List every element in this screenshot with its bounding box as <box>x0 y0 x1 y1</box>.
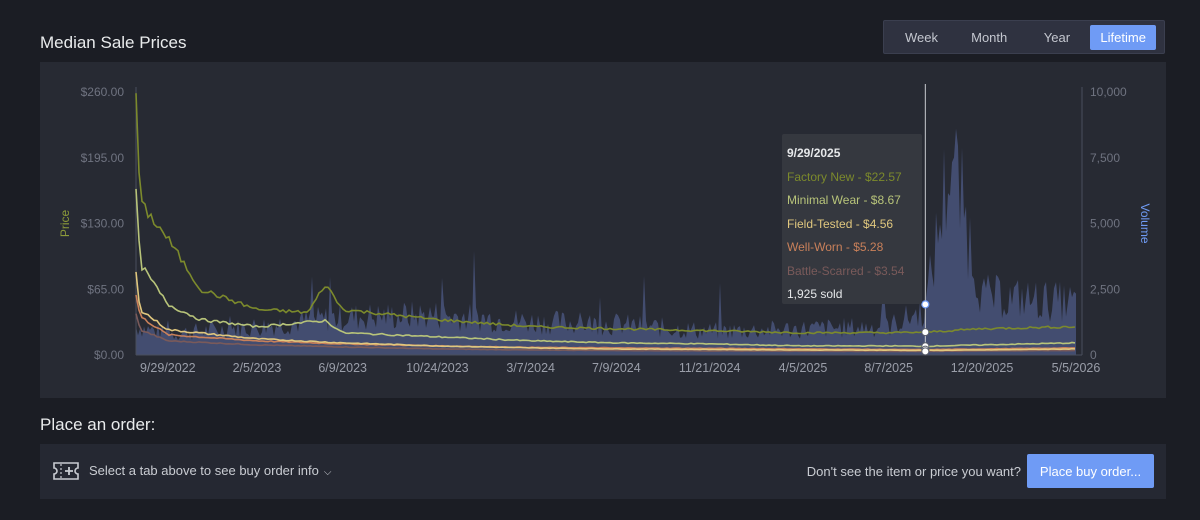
tooltip-date: 9/29/2025 <box>787 146 841 160</box>
y2-tick-label: 2,500 <box>1090 282 1120 296</box>
y-tick-label: $130.00 <box>81 217 125 231</box>
place-order-heading: Place an order: <box>40 415 156 434</box>
tab-week[interactable]: Week <box>904 29 938 45</box>
order-question: Don't see the item or price you want? <box>806 464 1021 479</box>
y2-tick-label: 5,000 <box>1090 217 1120 231</box>
time-range-tabs: Week Month Year Lifetime <box>883 20 1165 54</box>
y-tick-label: $260.00 <box>81 85 125 99</box>
page-title: Median Sale Prices <box>40 33 187 52</box>
buy-order-info-label: Select a tab above to see buy order info <box>89 463 319 478</box>
tooltip-battle-scarred: Battle-Scarred - $3.54 <box>787 263 905 278</box>
x-tick-label: 12/20/2025 <box>951 361 1014 375</box>
volume-area <box>136 128 1076 355</box>
buy-order-info-dropdown[interactable]: Select a tab above to see buy order info… <box>89 463 331 478</box>
tooltip-field-tested: Field-Tested - $4.56 <box>787 216 894 231</box>
y-tick-label: $65.00 <box>87 282 124 296</box>
x-tick-label: 9/29/2022 <box>140 361 196 375</box>
chart-axes: $260.00 $195.00 $130.00 $65.00 $0.00 10,000 7,… <box>58 85 1152 375</box>
tooltip-factory-new: Factory New - $22.57 <box>787 169 902 184</box>
chevron-down-icon: ⌵ <box>323 467 332 478</box>
tab-lifetime[interactable]: Lifetime <box>1090 24 1156 50</box>
series-line <box>135 93 1076 335</box>
hover-point <box>921 347 930 356</box>
y2-tick-label: 7,500 <box>1090 151 1120 165</box>
tooltip-sold-count: 1,925 sold <box>787 287 843 301</box>
y-axis-title: Price <box>58 210 72 238</box>
buy-order-bar: Select a tab above to see buy order info… <box>40 444 1166 499</box>
volume-series <box>136 128 1076 355</box>
tab-year[interactable]: Year <box>1043 29 1071 45</box>
x-tick-label: 10/24/2023 <box>406 361 469 375</box>
hover-markers <box>921 84 930 356</box>
hover-volume-point <box>921 300 930 309</box>
x-tick-label: 7/9/2024 <box>592 361 641 375</box>
y-tick-label: $0.00 <box>94 348 124 362</box>
x-tick-label: 4/5/2025 <box>779 361 828 375</box>
y-tick-label: $195.00 <box>81 151 125 165</box>
x-tick-label: 8/7/2025 <box>864 361 913 375</box>
chart-tooltip: 9/29/2025 Factory New - $22.57 Minimal W… <box>782 134 922 304</box>
tab-month[interactable]: Month <box>971 29 1008 45</box>
y2-tick-label: 0 <box>1090 348 1097 362</box>
x-tick-label: 6/9/2023 <box>318 361 367 375</box>
price-series <box>135 93 1076 353</box>
series-line <box>135 271 1076 352</box>
hover-point <box>921 328 930 337</box>
x-tick-label: 5/5/2026 <box>1052 361 1101 375</box>
y2-axis-title: Volume <box>1138 203 1152 243</box>
series-line <box>135 188 1076 348</box>
price-chart[interactable]: $260.00 $195.00 $130.00 $65.00 $0.00 10,000 7,… <box>40 62 1166 398</box>
tooltip-well-worn: Well-Worn - $5.28 <box>787 240 884 254</box>
tooltip-minimal-wear: Minimal Wear - $8.67 <box>787 193 901 207</box>
price-chart-svg[interactable]: $260.00 $195.00 $130.00 $65.00 $0.00 10,000 7,… <box>40 62 1166 398</box>
x-tick-label: 11/21/2024 <box>679 361 741 375</box>
x-tick-label: 3/7/2024 <box>506 361 555 375</box>
x-tick-label: 2/5/2023 <box>233 361 282 375</box>
ticket-icon <box>53 461 79 486</box>
y2-tick-label: 10,000 <box>1090 85 1127 99</box>
place-buy-order-button[interactable]: Place buy order... <box>1027 454 1154 488</box>
series-line <box>135 313 1076 353</box>
